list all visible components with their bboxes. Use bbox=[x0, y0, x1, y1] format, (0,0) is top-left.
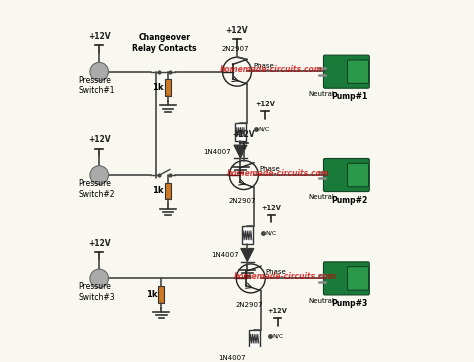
FancyBboxPatch shape bbox=[165, 182, 171, 199]
Text: N/C: N/C bbox=[265, 230, 276, 235]
Text: Pressure
Switch#1: Pressure Switch#1 bbox=[79, 76, 115, 95]
Text: 2N2907: 2N2907 bbox=[221, 46, 249, 52]
Text: homemade-circuits.com: homemade-circuits.com bbox=[234, 272, 337, 281]
Text: 2N2907: 2N2907 bbox=[228, 198, 256, 205]
Text: Neutral: Neutral bbox=[309, 91, 334, 97]
FancyBboxPatch shape bbox=[235, 123, 246, 141]
Text: N/C: N/C bbox=[272, 333, 283, 338]
Circle shape bbox=[90, 166, 109, 184]
FancyBboxPatch shape bbox=[347, 60, 368, 83]
FancyBboxPatch shape bbox=[158, 286, 164, 303]
FancyBboxPatch shape bbox=[347, 163, 368, 187]
Text: +12V: +12V bbox=[88, 239, 110, 248]
Text: Neutral: Neutral bbox=[309, 194, 334, 200]
Text: +12V: +12V bbox=[262, 205, 282, 211]
Text: Pump#2: Pump#2 bbox=[332, 196, 368, 205]
Circle shape bbox=[90, 62, 109, 81]
FancyBboxPatch shape bbox=[249, 330, 260, 348]
Text: Phase: Phase bbox=[254, 63, 274, 68]
FancyBboxPatch shape bbox=[323, 55, 369, 88]
Text: Pressure
Switch#3: Pressure Switch#3 bbox=[79, 282, 115, 302]
Text: Pump#1: Pump#1 bbox=[332, 92, 368, 101]
Text: Phase: Phase bbox=[265, 269, 286, 275]
Text: N/C: N/C bbox=[258, 127, 270, 132]
Text: homemade-circuits.com: homemade-circuits.com bbox=[220, 66, 323, 75]
Text: 2N2907: 2N2907 bbox=[235, 302, 263, 308]
Polygon shape bbox=[241, 248, 254, 261]
Text: 1k: 1k bbox=[146, 290, 157, 299]
Text: +12V: +12V bbox=[268, 308, 288, 314]
FancyBboxPatch shape bbox=[165, 79, 171, 96]
FancyBboxPatch shape bbox=[242, 226, 253, 244]
Text: homemade-circuits.com: homemade-circuits.com bbox=[227, 169, 330, 178]
Text: 1N4007: 1N4007 bbox=[218, 355, 246, 361]
Text: Phase: Phase bbox=[259, 166, 280, 172]
Text: Neutral: Neutral bbox=[309, 298, 334, 304]
Polygon shape bbox=[234, 145, 247, 158]
Circle shape bbox=[90, 269, 109, 288]
Text: 1N4007: 1N4007 bbox=[211, 252, 239, 258]
Text: +12V: +12V bbox=[88, 135, 110, 144]
Text: +12V: +12V bbox=[255, 101, 275, 107]
Polygon shape bbox=[248, 352, 261, 362]
FancyBboxPatch shape bbox=[323, 262, 369, 295]
Text: 1k: 1k bbox=[153, 186, 164, 195]
Text: Pressure
Switch#2: Pressure Switch#2 bbox=[79, 179, 115, 198]
Text: 1N4007: 1N4007 bbox=[203, 149, 231, 155]
Text: +12V: +12V bbox=[226, 26, 248, 35]
Text: +12V: +12V bbox=[233, 130, 255, 139]
FancyBboxPatch shape bbox=[347, 267, 368, 290]
Text: +12V: +12V bbox=[88, 32, 110, 41]
Text: Pump#3: Pump#3 bbox=[332, 299, 368, 308]
Text: 1k: 1k bbox=[153, 83, 164, 92]
FancyBboxPatch shape bbox=[323, 159, 369, 191]
Text: Changeover
Relay Contacts: Changeover Relay Contacts bbox=[132, 33, 197, 53]
